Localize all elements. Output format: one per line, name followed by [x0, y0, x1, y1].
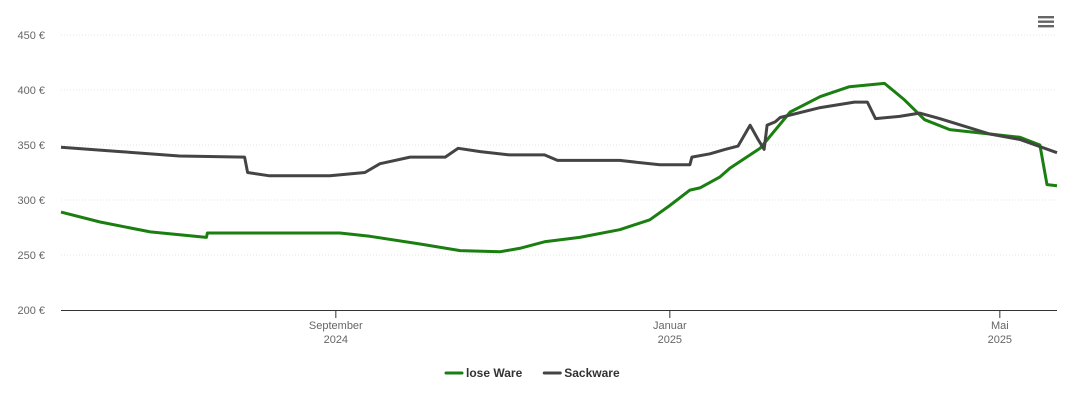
legend-label: lose Ware: [466, 366, 523, 380]
y-tick-label: 400 €: [17, 85, 45, 97]
y-tick-label: 250 €: [17, 250, 45, 262]
legend: lose Ware Sackware: [444, 366, 620, 380]
menu-button[interactable]: [1038, 16, 1054, 28]
x-tick-label: Mai 2025: [988, 320, 1012, 346]
menu-bar: [1038, 25, 1054, 28]
menu-bar: [1038, 16, 1054, 19]
x-tick-label: September 2024: [309, 320, 363, 346]
y-tick-label: 350 €: [17, 140, 45, 152]
series-line: [60, 81, 1058, 254]
legend-item[interactable]: Sackware: [542, 366, 620, 380]
legend-item[interactable]: lose Ware: [444, 366, 523, 380]
y-tick-label: 200 €: [17, 305, 45, 317]
menu-bar: [1038, 20, 1054, 23]
series-line: [60, 100, 1058, 178]
y-tick-label: 300 €: [17, 195, 45, 207]
x-tick-label: Januar 2025: [653, 320, 687, 346]
legend-label: Sackware: [564, 366, 620, 380]
y-tick-label: 450 €: [17, 30, 45, 42]
